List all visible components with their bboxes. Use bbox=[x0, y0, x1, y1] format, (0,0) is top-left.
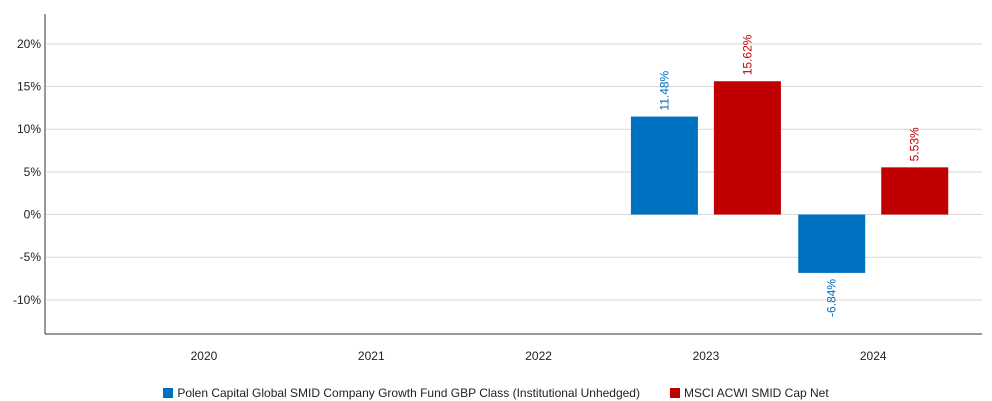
y-tick-label: 20% bbox=[17, 37, 41, 51]
y-tick-label: 10% bbox=[17, 122, 41, 136]
legend-item-benchmark[interactable]: MSCI ACWI SMID Cap Net bbox=[669, 386, 829, 400]
y-tick-label: 0% bbox=[24, 208, 42, 222]
y-tick-label: -5% bbox=[20, 250, 42, 264]
bar-chart: 20% 15% 10% 5% 0% -5% -10% 2020 2021 2022 2023 11.4… bbox=[13, 14, 982, 363]
bar-fund-2024[interactable] bbox=[798, 214, 866, 273]
x-tick-label: 2023 bbox=[693, 349, 720, 363]
legend: Polen Capital Global SMID Company Growth… bbox=[0, 386, 992, 400]
bar-fund-2023[interactable] bbox=[630, 116, 698, 215]
x-tick-label: 2021 bbox=[358, 349, 385, 363]
grid-layer bbox=[44, 14, 982, 335]
data-label: 5.53% bbox=[908, 127, 922, 161]
legend-item-fund[interactable]: Polen Capital Global SMID Company Growth… bbox=[163, 386, 640, 400]
data-label: 11.48% bbox=[657, 70, 671, 110]
data-label: 15.62% bbox=[740, 34, 754, 75]
data-label: -6.84% bbox=[825, 279, 839, 317]
legend-label-benchmark: MSCI ACWI SMID Cap Net bbox=[683, 386, 829, 400]
y-tick-label: 5% bbox=[24, 165, 42, 179]
bars-layer bbox=[630, 81, 949, 273]
bar-benchmark-2024[interactable] bbox=[881, 167, 949, 215]
labels-layer: 20% 15% 10% 5% 0% -5% -10% 2020 2021 2022 2023 11.4… bbox=[13, 34, 922, 363]
legend-swatch-fund bbox=[163, 388, 174, 398]
bar-benchmark-2023[interactable] bbox=[713, 81, 781, 215]
x-tick-label: 2022 bbox=[525, 349, 552, 363]
y-tick-label: 15% bbox=[17, 80, 41, 94]
x-tick-label: 2020 bbox=[191, 349, 218, 363]
y-tick-label: -10% bbox=[13, 293, 41, 307]
legend-label-fund: Polen Capital Global SMID Company Growth… bbox=[177, 386, 640, 400]
x-tick-label: 2024 bbox=[860, 349, 887, 363]
legend-swatch-benchmark bbox=[669, 388, 680, 398]
